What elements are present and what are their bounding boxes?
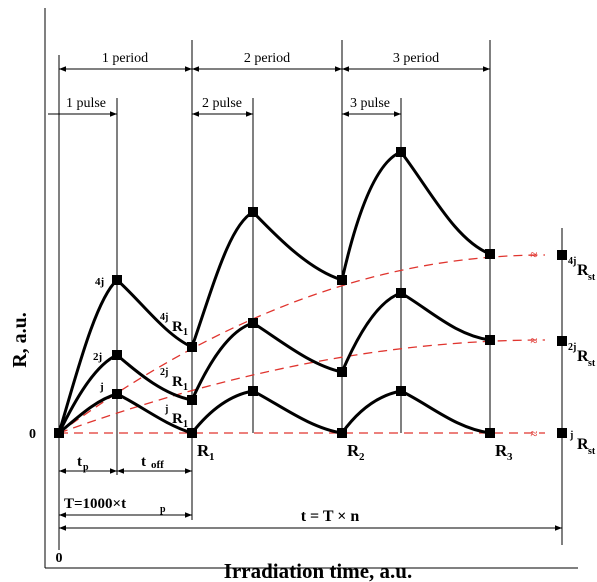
marker-4j-r2: [337, 275, 347, 285]
marker-4j-peak1: [112, 275, 122, 285]
svg-text:4j: 4j: [160, 312, 168, 323]
marker-j-steady: [557, 428, 567, 438]
svg-text:p: p: [160, 504, 166, 515]
marker-4j-r1: [187, 342, 197, 352]
marker-2j-r1: [187, 395, 197, 405]
marker-2j-peak3: [396, 288, 406, 298]
steady-2j-label: 2j R st: [568, 342, 596, 369]
svg-text:st: st: [588, 446, 596, 457]
marker-4j-steady: [557, 250, 567, 260]
period-3-label: 3 period: [393, 51, 439, 66]
peak-4j-label: 4j: [95, 276, 104, 288]
curve-2j: [57, 291, 491, 434]
labels: 1 period 2 period 3 period 1 pulse 2 pul…: [9, 51, 596, 582]
marker-j-peak2: [248, 386, 258, 396]
svg-text:2j: 2j: [568, 342, 576, 353]
baseline-r3-label: R 3: [495, 441, 513, 463]
break-marks: ≈ ≈ ≈: [530, 247, 537, 441]
period-1-label: 1 period: [102, 51, 148, 66]
guide-lines: [58, 40, 563, 550]
tp-label: t p: [77, 454, 89, 473]
svg-text:2: 2: [359, 451, 365, 463]
svg-text:st: st: [588, 272, 596, 283]
svg-text:3: 3: [507, 451, 513, 463]
marker-j-peak1: [112, 389, 122, 399]
marker-4j-peak3: [396, 147, 406, 157]
curve-4j: [57, 150, 491, 434]
svg-text:R: R: [577, 348, 589, 365]
svg-text:off: off: [151, 459, 164, 471]
total-time-label: t = T × n: [301, 508, 360, 525]
marker-j-r2: [337, 428, 347, 438]
baseline-r2-label: R 2: [347, 441, 365, 463]
svg-text:R: R: [172, 374, 183, 390]
svg-text:j: j: [164, 404, 168, 415]
svg-text:R: R: [197, 441, 210, 460]
svg-text:R: R: [172, 411, 183, 427]
marker-2j-r2: [337, 367, 347, 377]
svg-text:1: 1: [183, 419, 188, 430]
baseline-r1-label: R 1: [197, 441, 215, 463]
svg-text:p: p: [83, 462, 89, 473]
svg-text:1: 1: [209, 451, 215, 463]
svg-text:j: j: [569, 430, 573, 441]
axes: [44, 8, 578, 569]
marker-2j-peak2: [248, 318, 258, 328]
svg-text:1: 1: [183, 327, 188, 338]
pulse-1-label: 1 pulse: [66, 96, 106, 111]
svg-text:R: R: [577, 262, 589, 279]
r1-4j-label: 4j R 1: [160, 312, 188, 338]
marker-4j-peak2: [248, 207, 258, 217]
y-zero-label: 0: [29, 427, 36, 442]
svg-text:4j: 4j: [568, 256, 576, 267]
svg-text:R: R: [577, 436, 589, 453]
y-axis-label: R, a.u.: [9, 312, 31, 368]
marker-j-peak3: [396, 386, 406, 396]
marker-2j-peak1: [112, 350, 122, 360]
x-axis-label: Irradiation time, a.u.: [224, 559, 412, 582]
steady-j-label: j R st: [569, 430, 596, 457]
svg-text:st: st: [588, 358, 596, 369]
envelope-curves: [58, 254, 546, 434]
r1-2j-label: 2j R 1: [160, 367, 188, 393]
markers: [54, 147, 567, 438]
period-2-label: 2 period: [244, 51, 290, 66]
svg-text:T=1000×t: T=1000×t: [64, 496, 126, 512]
peak-j-label: j: [99, 381, 104, 393]
toff-label: t off: [141, 454, 164, 471]
steady-4j-label: 4j R st: [568, 256, 596, 283]
period-formula-label: T=1000×t p: [64, 496, 166, 515]
marker-2j-steady: [557, 336, 567, 346]
x-origin-label: 0: [56, 551, 63, 566]
pulse-2-label: 2 pulse: [202, 96, 242, 111]
curve-j: [58, 389, 491, 435]
svg-text:1: 1: [183, 382, 188, 393]
r1-j-label: j R 1: [164, 404, 188, 430]
svg-text:R: R: [495, 441, 508, 460]
break-mark-2j: ≈: [530, 333, 537, 348]
marker-2j-r3: [485, 335, 495, 345]
break-mark-j: ≈: [530, 426, 537, 441]
marker-4j-r3: [485, 249, 495, 259]
marker-origin: [54, 428, 64, 438]
interval-arrows: [48, 66, 562, 531]
marker-j-r3: [485, 428, 495, 438]
svg-text:t: t: [77, 454, 82, 470]
marker-j-r1: [187, 428, 197, 438]
response-curves: [57, 150, 491, 435]
svg-text:2j: 2j: [160, 367, 168, 378]
svg-text:R: R: [172, 319, 183, 335]
break-mark-4j: ≈: [530, 247, 537, 262]
svg-text:t: t: [141, 454, 146, 470]
envelope-4j: [58, 254, 546, 434]
peak-2j-label: 2j: [93, 351, 102, 363]
svg-text:R: R: [347, 441, 360, 460]
pulse-3-label: 3 pulse: [350, 96, 390, 111]
